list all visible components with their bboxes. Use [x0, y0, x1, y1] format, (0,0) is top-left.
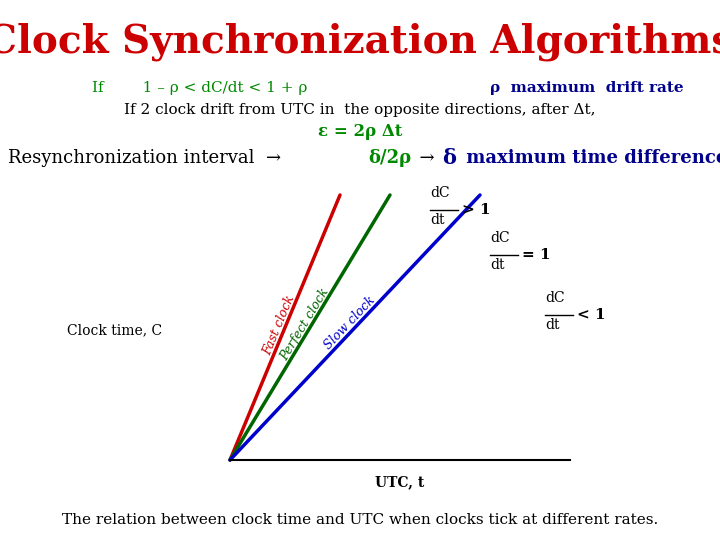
Text: dC: dC	[545, 291, 564, 305]
Text: If 2 clock drift from UTC in  the opposite directions, after Δt,: If 2 clock drift from UTC in the opposit…	[125, 103, 595, 117]
Text: Slow clock: Slow clock	[323, 294, 378, 352]
Text: δ: δ	[442, 148, 456, 168]
Text: Fast clock: Fast clock	[261, 293, 297, 357]
Text: ε = 2ρ Δt: ε = 2ρ Δt	[318, 124, 402, 140]
Text: maximum time difference: maximum time difference	[460, 149, 720, 167]
Text: dt: dt	[545, 318, 559, 332]
Text: dC: dC	[430, 186, 449, 200]
Text: > 1: > 1	[462, 203, 490, 217]
Text: dt: dt	[430, 213, 444, 227]
Text: The relation between clock time and UTC when clocks tick at different rates.: The relation between clock time and UTC …	[62, 513, 658, 527]
Text: = 1: = 1	[522, 248, 551, 262]
Text: δ/2ρ: δ/2ρ	[368, 149, 411, 167]
Text: UTC, t: UTC, t	[375, 475, 425, 489]
Text: Clock time, C: Clock time, C	[68, 323, 163, 337]
Text: dC: dC	[490, 231, 510, 245]
Text: Perfect clock: Perfect clock	[278, 286, 331, 363]
Text: < 1: < 1	[577, 308, 606, 322]
Text: →: →	[408, 149, 441, 167]
Text: ρ  maximum  drift rate: ρ maximum drift rate	[490, 81, 683, 95]
Text: dt: dt	[490, 258, 505, 272]
Text: Resynchronization interval  →: Resynchronization interval →	[8, 149, 287, 167]
Text: Clock Synchronization Algorithms: Clock Synchronization Algorithms	[0, 23, 720, 61]
Text: If        1 – ρ < dC/dt < 1 + ρ: If 1 – ρ < dC/dt < 1 + ρ	[92, 81, 307, 95]
